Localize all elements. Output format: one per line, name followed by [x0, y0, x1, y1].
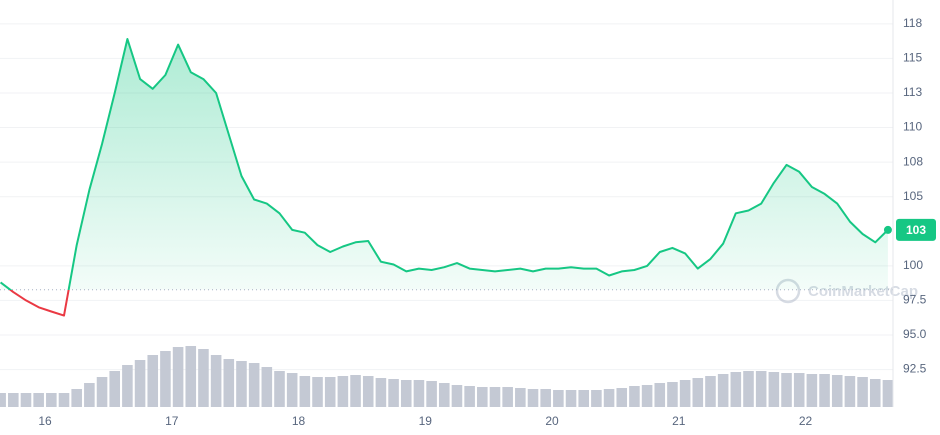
volume-bar [274, 371, 285, 407]
volume-bar [33, 393, 44, 407]
volume-bar [109, 371, 121, 407]
volume-bar [515, 388, 526, 407]
volume-bar [553, 390, 564, 407]
volume-bar [489, 387, 501, 407]
volume-bar [477, 387, 488, 407]
volume-bar [679, 380, 691, 407]
volume-bar [223, 359, 235, 407]
volume-bar [654, 383, 666, 407]
current-price-label: 103 [906, 223, 926, 237]
volume-bar [768, 372, 780, 407]
volume-bar [261, 367, 273, 407]
volume-bar [172, 347, 184, 407]
volume-bar [451, 385, 463, 407]
y-tick-label: 100 [903, 258, 923, 272]
y-tick-label: 115 [903, 51, 922, 65]
volume-bar [8, 393, 19, 407]
volume-bar [400, 380, 412, 407]
volume-bar [755, 371, 767, 407]
volume-bar [869, 379, 881, 407]
y-tick-label: 97.5 [903, 293, 927, 307]
volume-bar [185, 346, 197, 407]
volume-bar [603, 389, 615, 407]
volume-bar [248, 363, 260, 407]
volume-bar [464, 386, 475, 407]
volume-bar [502, 387, 513, 407]
volume-bar [58, 393, 70, 407]
plot [0, 38, 893, 317]
volume-bar [743, 371, 754, 407]
volume-bar [324, 377, 336, 407]
volume-bar [705, 376, 716, 407]
y-tick-label: 92.5 [903, 362, 927, 376]
volume-bar [337, 376, 349, 407]
volume-bar [616, 388, 628, 407]
volume-bar [857, 377, 868, 407]
x-tick-label: 19 [419, 414, 433, 428]
volume-bar [198, 349, 209, 407]
x-tick-label: 17 [165, 414, 179, 428]
price-line [0, 38, 889, 317]
volume-bar [362, 376, 374, 407]
volume-bar [0, 393, 6, 407]
volume-bar [831, 375, 843, 407]
volume-bar [46, 393, 57, 407]
volume-bar [71, 389, 82, 407]
volume-bar [793, 373, 805, 407]
volume-bar [667, 382, 678, 407]
volume-bar [629, 386, 640, 407]
volume-bar [591, 390, 602, 407]
volume-bar [730, 372, 742, 407]
current-price-badge [896, 218, 936, 241]
volume-bar [781, 373, 792, 407]
volume-bar [96, 377, 108, 407]
volume-bars [0, 346, 894, 407]
volume-bar [527, 389, 539, 407]
volume-bar [806, 374, 818, 407]
volume-bar [286, 373, 298, 407]
y-tick-label: 113 [903, 85, 922, 99]
volume-bar [299, 376, 311, 407]
x-tick-label: 16 [38, 414, 52, 428]
volume-bar [350, 375, 361, 407]
volume-bar [819, 374, 830, 407]
volume-bar [210, 355, 222, 407]
x-tick-label: 20 [545, 414, 559, 428]
volume-bar [641, 385, 653, 407]
price-area [0, 39, 888, 290]
volume-bar [375, 378, 387, 407]
x-tick-label: 18 [292, 414, 306, 428]
volume-bar [147, 355, 159, 407]
volume-bar [160, 351, 171, 407]
volume-bar [84, 383, 95, 407]
volume-bar [578, 390, 590, 407]
volume-bar [312, 377, 323, 407]
y-tick-label: 110 [903, 120, 922, 134]
volume-bar [540, 389, 551, 407]
y-tick-label: 108 [903, 154, 923, 168]
volume-bar [692, 378, 704, 407]
y-tick-label: 105 [903, 189, 923, 203]
volume-bar [717, 374, 729, 407]
y-tick-label: 95.0 [903, 327, 927, 341]
last-point [883, 225, 892, 234]
volume-bar [413, 380, 425, 407]
y-tick-label: 118 [903, 16, 922, 30]
x-tick-label: 21 [672, 414, 686, 428]
volume-bar [388, 379, 399, 407]
volume-bar [565, 390, 577, 407]
volume-bar [882, 380, 894, 407]
volume-bar [438, 383, 450, 407]
volume-bar [134, 360, 146, 407]
volume-bar [236, 361, 247, 407]
volume-bar [426, 381, 437, 407]
volume-bar [844, 376, 856, 407]
volume-bar [122, 365, 133, 407]
x-tick-label: 22 [799, 414, 813, 428]
volume-bar [20, 393, 32, 407]
